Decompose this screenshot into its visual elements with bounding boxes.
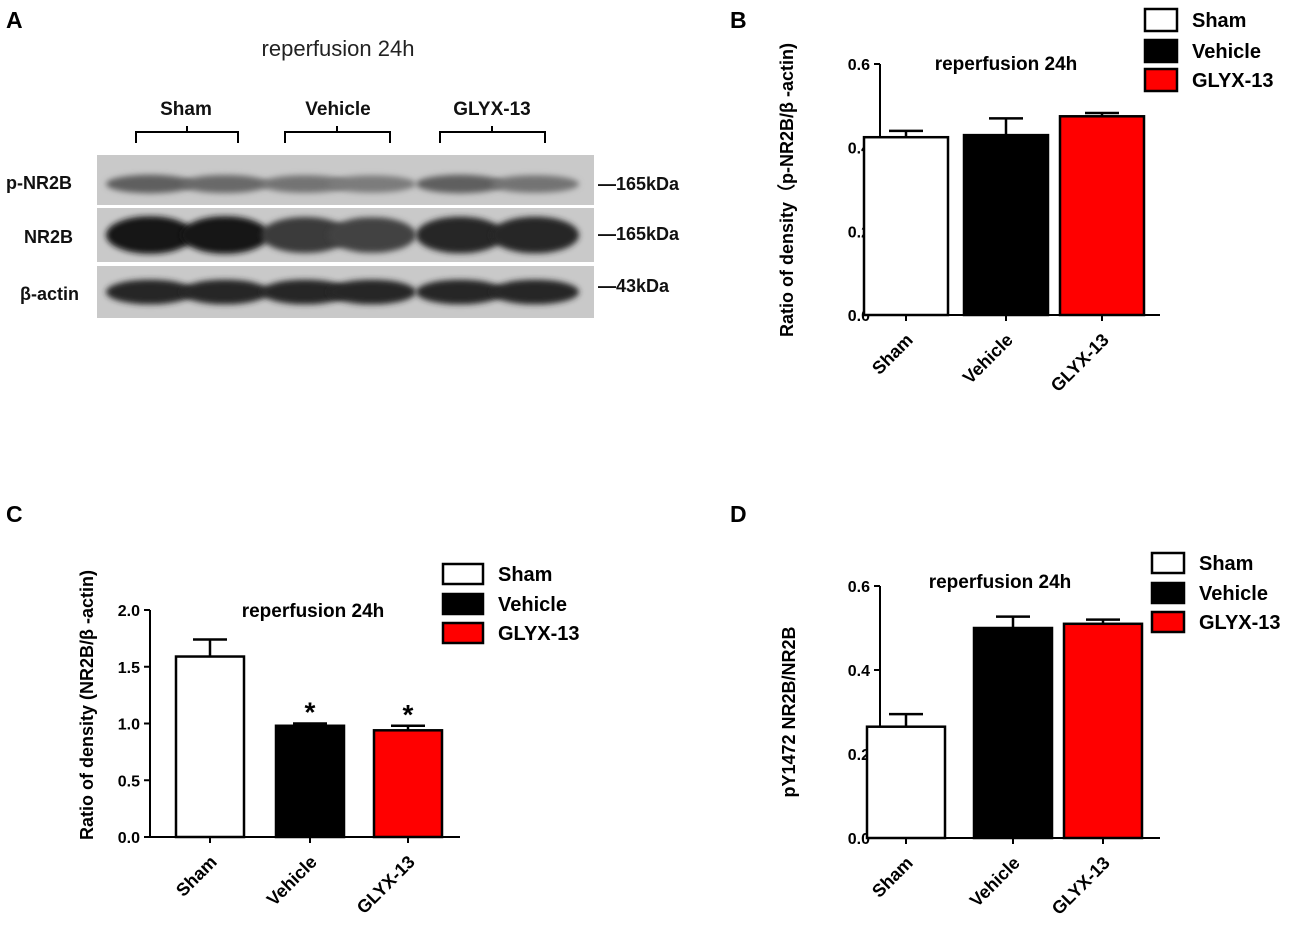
y-tick-label: 0.6 — [848, 579, 870, 596]
western-blot-panel: reperfusion 24h Sham Vehicle GLYX-13 p-N… — [6, 36, 680, 318]
chart-title: reperfusion 24h — [929, 572, 1072, 593]
bar-glyx-13 — [1058, 115, 1146, 317]
legend-swatch — [1150, 610, 1186, 634]
lane-bracket-vehicle — [284, 126, 391, 143]
legend-swatch — [441, 621, 485, 645]
blot-band — [261, 279, 349, 305]
significance-marker: * — [305, 697, 316, 728]
significance-marker: * — [403, 699, 414, 730]
x-tick-label: Vehicle — [263, 852, 321, 910]
x-tick-label: Vehicle — [966, 853, 1024, 911]
legend-label: Sham — [1192, 10, 1246, 32]
chart-panel-d: reperfusion 24h pY1472 NR2B/NR2B 0.0 0.2 0.4… — [779, 551, 1281, 919]
chart-panel-c: reperfusion 24h Ratio of density (NR2B/β … — [77, 562, 580, 918]
lane-group-label-vehicle: Vehicle — [305, 99, 371, 120]
legend-label: Vehicle — [1199, 583, 1268, 605]
blot-band — [261, 217, 349, 253]
chart-panel-b: reperfusion 24h Ratio of density（p-NR2B/β… — [777, 7, 1274, 396]
bar-sham — [865, 725, 947, 840]
blot-band — [106, 216, 194, 254]
bar-vehicle — [274, 724, 346, 839]
bar-glyx-13 — [1062, 622, 1144, 840]
chart-title: reperfusion 24h — [935, 54, 1078, 75]
blot-marker-p-nr2b: —165kDa — [598, 174, 680, 194]
legend-label: GLYX-13 — [498, 623, 580, 645]
lane-bracket-sham — [135, 126, 239, 143]
blot-row-label-p-nr2b: p-NR2B — [6, 173, 72, 193]
y-tick-label: 0.0 — [118, 830, 140, 847]
legend-label: Vehicle — [498, 594, 567, 616]
blot-band — [181, 175, 269, 193]
y-tick-label: 0.4 — [848, 663, 870, 680]
legend-label: GLYX-13 — [1199, 612, 1281, 634]
lane-group-label-sham: Sham — [160, 99, 212, 120]
legend-swatch — [1143, 7, 1179, 33]
legend-swatch — [1150, 551, 1186, 575]
y-axis-label: Ratio of density (NR2B/β -actin) — [77, 570, 97, 840]
y-tick-label: 1.5 — [118, 660, 140, 677]
blot-strips — [97, 155, 594, 318]
panel-letter-b: B — [730, 7, 747, 33]
y-tick-label: 1.0 — [118, 717, 140, 734]
blot-band — [491, 175, 579, 193]
blot-band — [491, 216, 579, 254]
x-tick-label: Sham — [172, 852, 221, 901]
blot-band — [328, 217, 416, 253]
blot-row-label-beta-actin: β-actin — [20, 284, 79, 304]
x-tick-label: Sham — [868, 330, 917, 379]
legend-label: Sham — [498, 564, 552, 586]
legend-swatch — [441, 562, 485, 586]
bar-sham — [174, 655, 246, 839]
blot-band — [416, 216, 504, 254]
x-tick-label: Sham — [868, 853, 917, 902]
blot-band — [181, 279, 269, 305]
panel-letter-a: A — [6, 7, 23, 33]
y-tick-label: 0.5 — [118, 773, 140, 790]
legend-swatch — [1150, 581, 1186, 605]
y-tick-label: 0.2 — [848, 747, 870, 764]
blot-band — [181, 216, 269, 254]
legend-swatch — [1143, 67, 1179, 93]
legend-label: GLYX-13 — [1192, 70, 1274, 92]
blot-band — [106, 279, 194, 305]
blot-marker-nr2b: —165kDa — [598, 224, 680, 244]
x-tick-label: GLYX-13 — [1047, 330, 1113, 396]
blot-marker-beta-actin: —43kDa — [598, 276, 670, 296]
bar-vehicle — [972, 626, 1054, 840]
bar-sham — [862, 135, 950, 317]
lane-group-label-glyx13: GLYX-13 — [453, 99, 530, 120]
blot-band — [416, 279, 504, 305]
blot-band — [328, 279, 416, 305]
chart-title: reperfusion 24h — [242, 601, 385, 622]
y-axis-label: Ratio of density（p-NR2B/β -actin) — [777, 43, 797, 337]
blot-band — [261, 175, 349, 193]
panel-letter-c: C — [6, 501, 23, 527]
blot-band — [106, 174, 194, 194]
x-tick-label: GLYX-13 — [1048, 853, 1114, 919]
blot-band — [328, 175, 416, 193]
y-axis-label: pY1472 NR2B/NR2B — [779, 626, 799, 797]
lane-bracket-glyx13 — [439, 126, 546, 143]
bar-vehicle — [962, 133, 1050, 317]
blot-band — [491, 279, 579, 305]
x-tick-label: Vehicle — [959, 330, 1017, 388]
legend-label: Vehicle — [1192, 41, 1261, 63]
blot-title: reperfusion 24h — [262, 36, 415, 61]
bar-glyx-13 — [372, 729, 444, 839]
legend-label: Sham — [1199, 553, 1253, 575]
x-tick-label: GLYX-13 — [353, 852, 419, 918]
panel-letter-d: D — [730, 501, 747, 527]
y-tick-label: 2.0 — [118, 603, 140, 620]
legend-swatch — [441, 592, 485, 616]
legend-swatch — [1143, 38, 1179, 64]
y-tick-label: 0.0 — [848, 831, 870, 848]
blot-row-label-nr2b: NR2B — [24, 227, 73, 247]
blot-band — [416, 174, 504, 194]
y-tick-label: 0.6 — [848, 57, 870, 74]
